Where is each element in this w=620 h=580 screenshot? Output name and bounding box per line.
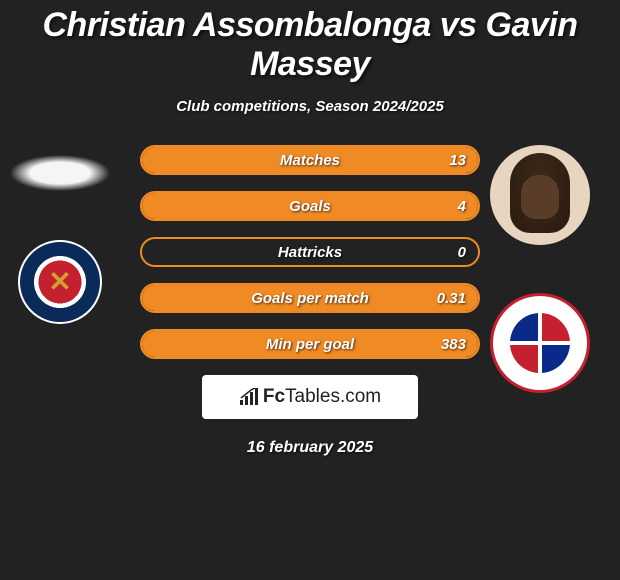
stat-label: Goals per match <box>251 290 369 307</box>
stat-bar: Matches 13 <box>140 145 480 175</box>
stat-label: Goals <box>289 198 331 215</box>
stat-value-right: 13 <box>449 152 466 169</box>
stat-value-right: 0 <box>458 244 466 261</box>
chart-icon <box>239 388 261 406</box>
stat-label: Min per goal <box>266 336 354 353</box>
stat-bar: Min per goal 383 <box>140 329 480 359</box>
comparison-title: Christian Assombalonga vs Gavin Massey <box>0 0 620 84</box>
branding-bold: Fc <box>263 386 285 407</box>
stat-value-right: 0.31 <box>437 290 466 307</box>
comparison-date: 16 february 2025 <box>0 439 620 457</box>
player1-club-badge <box>18 240 102 324</box>
stat-label: Hattricks <box>278 244 342 261</box>
stat-bars: Matches 13 Goals 4 Hattricks 0 Goals per match… <box>140 145 480 359</box>
stat-bar: Hattricks 0 <box>140 237 480 267</box>
player2-club-badge <box>490 293 590 393</box>
player1-name: Christian Assombalonga <box>43 6 431 44</box>
player2-avatar <box>490 145 590 245</box>
vs-separator: vs <box>440 6 477 44</box>
stat-bar: Goals 4 <box>140 191 480 221</box>
stat-value-right: 383 <box>441 336 466 353</box>
comparison-body: Matches 13 Goals 4 Hattricks 0 Goals per match… <box>0 145 620 457</box>
stat-value-right: 4 <box>458 198 466 215</box>
branding-rest: Tables.com <box>285 386 381 407</box>
branding-text: FcTables.com <box>263 386 381 408</box>
stat-label: Matches <box>280 152 340 169</box>
stat-bar: Goals per match 0.31 <box>140 283 480 313</box>
branding-box: FcTables.com <box>202 375 418 419</box>
player1-avatar <box>8 155 112 191</box>
subtitle: Club competitions, Season 2024/2025 <box>0 98 620 115</box>
